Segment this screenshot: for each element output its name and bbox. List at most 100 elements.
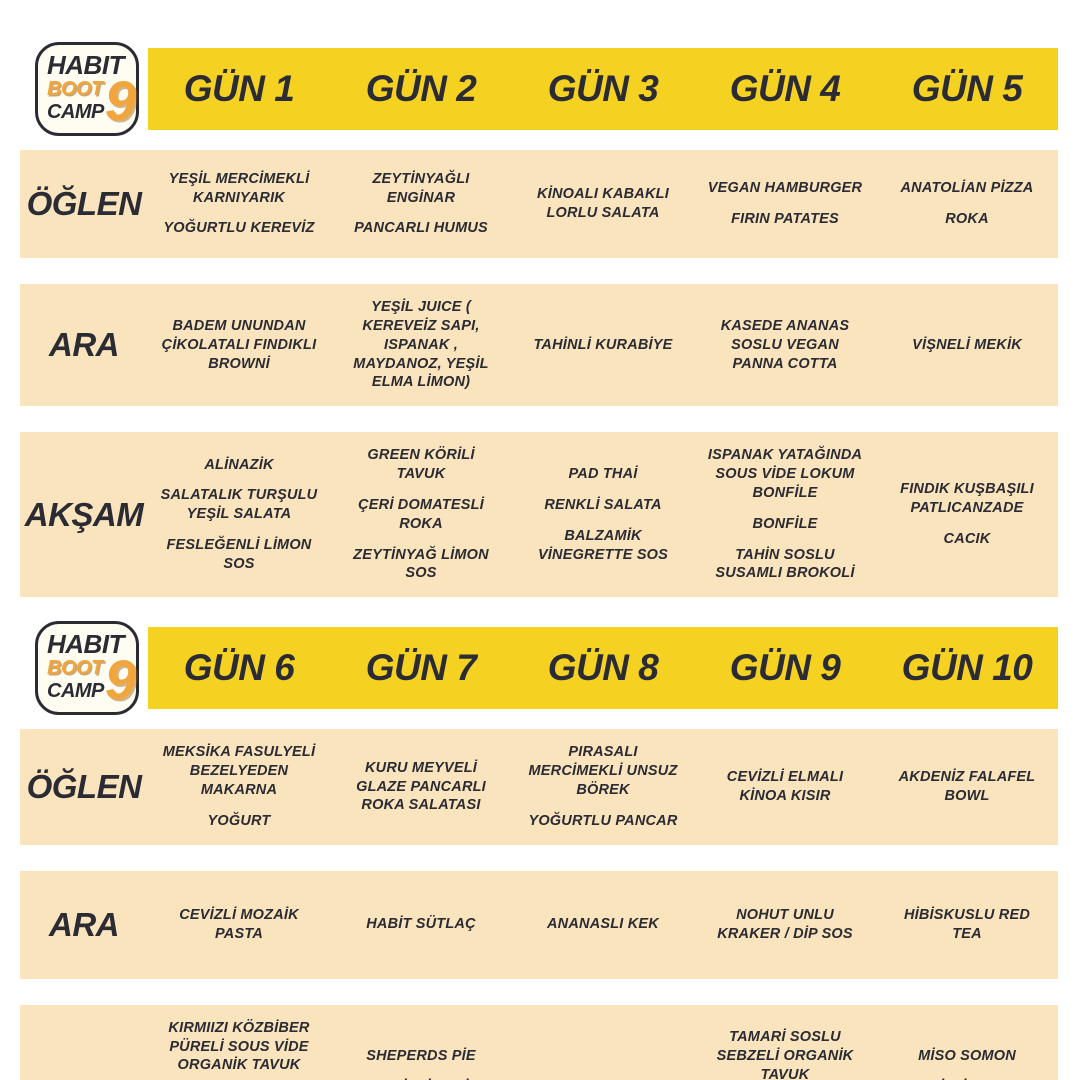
logo-text-habit: HABIT [47,50,124,80]
menu-cell: ISPANAK YATAĞINDA SOUS VİDE LOKUM BONFİL… [694,440,876,589]
dish-item: HİBİSKUSLU RED TEA [903,906,1031,942]
menu-cell: TAHİNLİ KURABİYE [512,330,694,361]
dish-item: FIRIN PATATES [731,211,839,227]
menu-cell: CEVİZLİ ELMALI KİNOA KISIR [694,762,876,812]
dish-item: YEŞİL JUICE ( KEREVEİZ SAPI, ISPANAK , M… [353,299,489,391]
dish-item: AKDENİZ FALAFEL BOWL [898,769,1036,804]
dish-item: ZEYTİNYAĞLI ENGİNAR [372,170,470,206]
dish-item: BONFİLE [752,515,818,532]
dish-item: NOHUT UNLU KRAKER / DİP SOS [717,906,853,942]
dish-item: VİŞNELİ MEKİK [912,336,1022,353]
meal-time-label: AKŞAM [24,495,144,533]
dish-item: VEGAN HAMBURGER [707,180,863,197]
dish-item: CEVİZLİ MOZAİK PASTA [179,906,299,942]
meal-time-label: ARA [49,905,120,943]
dish-item: TAHİNLİ KURABİYE [533,336,673,353]
menu-cell: MİSO SOMONCEVİZLİ ÇOBAN SALATAZEYTİNYAĞI… [876,1041,1058,1080]
dish-item: PIRASALI MERCİMEKLİ UNSUZ BÖREK [528,744,678,798]
dish-item: CEVİZLİ ÇOBAN SALATA [888,1078,1046,1080]
dish-item: YOĞURTLU KEREVİZ [163,220,315,237]
menu-cell: FINDIK KUŞBAŞILI PATLICANZADE CACIK [876,474,1058,555]
meal-row: ÖĞLEN YEŞİL MERCİMEKLİ KARNIYARIK YOĞURTLU… [20,150,1058,258]
menu-cell: PAD THAİ RENKLİ SALATA BALZAMİK VİNEGRETTE… [512,459,694,570]
day-header: GÜN 2 [365,68,477,109]
dish-item: KURU MEYVELİ GLAZE PANCARLI ROKA SALATAS… [356,759,486,814]
dish-item: FESLEĞENLİ LİMON SOS [166,537,312,573]
logo-text-boot: BOOT [47,78,103,100]
meal-row: ARA BADEM UNUNDAN ÇİKOLATALI FINDIKLI BRO… [20,284,1058,407]
menu-cell: GREEN KÖRİLİ TAVUK ÇERİ DOMATESLİ ROKA ZEY… [330,440,512,589]
menu-cell: ANATOLİAN PİZZA ROKA [876,173,1058,235]
menu-cell: NOHUT UNLU KRAKER / DİP SOS [694,900,876,950]
menu-cell: TAMARİ SOSLU SEBZELİ ORGANİK TAVUKSALATA… [694,1022,876,1080]
day-header: GÜN 4 [729,68,841,109]
day-header: GÜN 5 [911,68,1023,109]
meal-row: ÖĞLEN MEKSİKA FASULYELİ BEZELYEDEN MAKARN… [20,729,1058,845]
menu-section-2: HABIT BOOT CAMP 9 GÜN 6 GÜN 7 GÜN 8 GÜN 9 GÜN 10… [20,621,1058,1080]
dish-item: HABİT SÜTLAÇ [366,916,476,933]
dish-item: SHEPERDS PİE [366,1047,476,1064]
menu-cell: ZEYTİNYAĞLI ENGİNAR PANCARLI HUMUS [330,164,512,245]
section-header: HABIT BOOT CAMP 9 GÜN 6 GÜN 7 GÜN 8 GÜN 9 GÜN 10 [20,621,1058,716]
dish-item: YEŞİL MERCİMEKLİ KARNIYARIK [168,170,310,206]
meal-row: ARA CEVİZLİ MOZAİK PASTA HABİT SÜTLAÇ ANANA… [20,870,1058,979]
day-header: GÜN 1 [183,68,295,109]
day-header: GÜN 7 [365,647,477,689]
dish-item: ÇERİ DOMATESLİ ROKA [358,496,484,532]
meal-row: AKŞAM ALİNAZİK SALATALIK TURŞULU YEŞİL SAL… [20,432,1058,598]
meal-time-label: ARA [49,326,120,364]
day-header: GÜN 8 [547,647,659,689]
dish-item: ANATOLİAN PİZZA [900,180,1034,197]
menu-cell: VEGAN HAMBURGER FIRIN PATATES [694,173,876,235]
menu-cell: SHEPERDS PİEZEYTİNLİ YEŞİL SALATABALZAMİ… [330,1041,512,1080]
logo-bottom-rows: BOOT CAMP 9 [47,73,136,129]
dish-item: ANANASLI KEK [547,916,659,933]
day-header-band: GÜN 6 GÜN 7 GÜN 8 GÜN 9 GÜN 10 [148,627,1058,710]
habit-bootcamp-logo: HABIT BOOT CAMP 9 [35,42,139,136]
day-header: GÜN 3 [547,68,659,109]
menu-cell: KIRMIIZI KÖZBİBER PÜRELİ SOUS VİDE ORGAN… [148,1013,330,1080]
menu-cell: HABİT SÜTLAÇ [330,909,512,940]
meal-row: AKŞAMKIRMIIZI KÖZBİBER PÜRELİ SOUS VİDE … [20,1004,1058,1080]
menu-cell: PIRASALI MERCİMEKLİ UNSUZ BÖREK YOĞURTLU … [512,737,694,836]
dish-item: BALZAMİK VİNEGRETTE SOS [537,527,669,563]
dish-item: ZEYTİNLİ YEŞİL SALATA [342,1078,500,1080]
meal-time-label: ÖĞLEN [26,185,142,222]
dish-item: FINDIK KUŞBAŞILI PATLICANZADE [900,481,1034,517]
menu-section-1: HABIT BOOT CAMP 9 GÜN 1 GÜN 2 GÜN 3 GÜN 4 GÜN 5 Ö… [20,42,1058,598]
menu-cell: BADEM UNUNDAN ÇİKOLATALI FINDIKLI BROWNİ [148,311,330,380]
dish-item: KASEDE ANANAS SOSLU VEGAN PANNA COTTA [720,317,850,372]
menu-cell: HİBİSKUSLU RED TEA [876,900,1058,950]
day-header: GÜN 6 [183,647,295,689]
dish-item: RENKLİ SALATA [544,496,662,513]
logo-text-camp: CAMP [47,680,104,703]
dish-item: TAMARİ SOSLU SEBZELİ ORGANİK TAVUK [716,1029,854,1080]
dish-item: KIRMIIZI KÖZBİBER PÜRELİ SOUS VİDE ORGAN… [168,1019,310,1074]
menu-cell: AKDENİZ FALAFEL BOWL [876,762,1058,812]
dish-item: GREEN KÖRİLİ TAVUK [367,447,475,483]
logo-number-9: 9 [104,648,137,712]
logo-text-boot: BOOT [47,657,103,680]
dish-item: CEVİZLİ ELMALI KİNOA KISIR [726,769,844,804]
logo-word-stack: BOOT CAMP [47,657,104,703]
logo-column: HABIT BOOT CAMP 9 [20,42,148,136]
menu-cell: CEVİZLİ MOZAİK PASTA [148,900,330,950]
menu-cell: ALİNAZİK SALATALIK TURŞULU YEŞİL SALATA FE… [148,450,330,580]
day-header-band: GÜN 1 GÜN 2 GÜN 3 GÜN 4 GÜN 5 [148,48,1058,130]
dish-item: MEKSİKA FASULYELİ BEZELYEDEN MAKARNA [162,744,316,798]
menu-cell: MEKSİKA FASULYELİ BEZELYEDEN MAKARNA YOĞU… [148,737,330,836]
menu-cell: VİŞNELİ MEKİK [876,330,1058,361]
logo-text-habit: HABIT [47,629,124,660]
logo-bottom-rows: BOOT CAMP 9 [47,648,137,712]
dish-item: PANCARLI HUMUS [354,220,488,237]
menu-cell: KASEDE ANANAS SOSLU VEGAN PANNA COTTA [694,311,876,380]
dish-item: ISPANAK YATAĞINDA SOUS VİDE LOKUM BONFİL… [707,447,863,501]
logo-column: HABIT BOOT CAMP 9 [20,621,148,716]
dish-item: BADEM UNUNDAN ÇİKOLATALI FINDIKLI BROWNİ [161,317,317,372]
logo-text-camp: CAMP [47,101,104,123]
menu-cell: KİNOALI KABAKLI LORLU SALATA [512,179,694,229]
menu-cell: KURU MEYVELİ GLAZE PANCARLI ROKA SALATAS… [330,753,512,822]
dish-item: CACIK [943,531,991,548]
dish-item: SALATALIK TURŞULU YEŞİL SALATA [160,487,318,523]
